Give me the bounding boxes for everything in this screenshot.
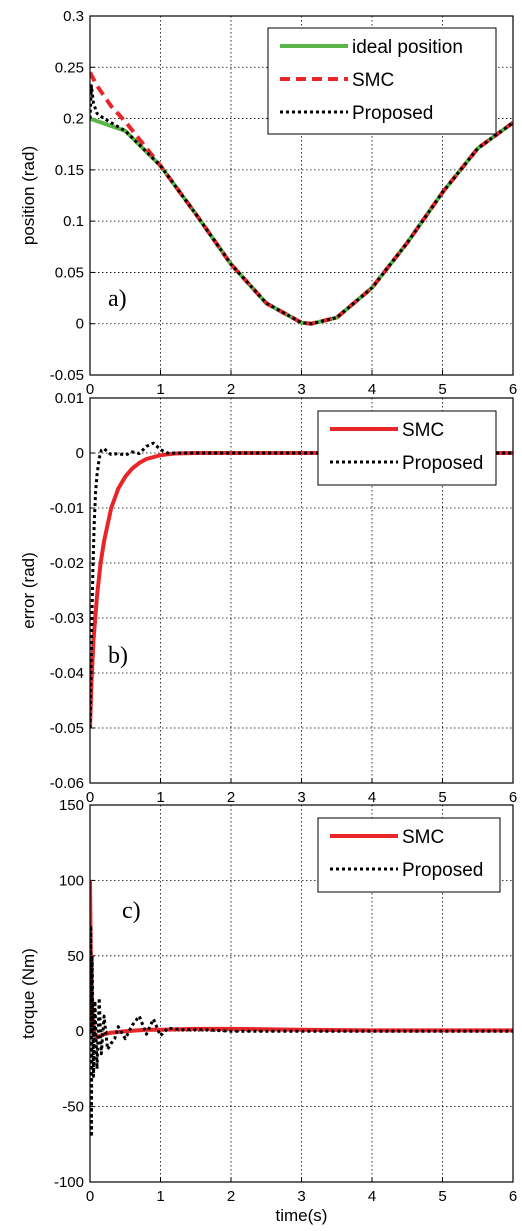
y-tick-label: 0.25 [55,59,84,76]
chart-panel-3: 0 1 2 3 4 5 6 -100 -50 0 50 100 150 torque (Nm) time(s… [19,797,517,1225]
x-tick-label: 2 [227,789,235,806]
y-tick-label: -0.05 [50,367,84,384]
chart-panel-2: 0 1 2 3 4 5 6 -0.06 -0.05 -0.04 -0.03 -0.02 -0.01 0 0.… [19,390,517,806]
x-tick-label: 4 [368,381,376,398]
legend-label: SMC [402,420,444,441]
y-tick-label: 0.05 [55,264,84,281]
x-tick-label: 4 [368,789,376,806]
panel-label: b) [108,643,128,669]
legend-label: Proposed [402,453,483,474]
x-tick-label: 5 [438,1188,446,1205]
chart-panel-1: 0 1 2 3 4 5 6-0.0500.050.10.150.20.250.3positi… [19,8,517,398]
y-tick-label: -0.02 [50,555,84,572]
legend: SMC Proposed [318,411,496,485]
y-tick-label: -0.06 [50,775,84,792]
y-tick-label: 0.3 [63,8,84,25]
x-tick-label: 0 [86,381,94,398]
x-tick-label: 3 [297,789,305,806]
x-tick-label: 1 [156,1188,164,1205]
y-axis-label: torque (Nm) [19,948,38,1039]
y-tick-label: 0.15 [55,162,84,179]
y-tick-label: 150 [59,797,84,814]
y-tick-label: 0 [76,445,84,462]
x-tick-label: 4 [368,1188,376,1205]
y-tick-label: 100 [59,872,84,889]
legend: SMC Proposed [318,818,500,892]
y-tick-label: -0.04 [50,665,84,682]
y-tick-label: 0.2 [63,111,84,128]
y-tick-label: 0.01 [55,390,84,407]
x-tick-label: 3 [297,381,305,398]
x-axis-label: time(s) [276,1206,328,1225]
panel-label: a) [108,286,127,312]
x-tick-label: 2 [227,381,235,398]
y-tick-label: -100 [54,1174,84,1191]
y-tick-label: 0 [76,1023,84,1040]
x-tick-label: 5 [438,381,446,398]
x-tick-label: 3 [297,1188,305,1205]
x-tick-label: 0 [86,1188,94,1205]
legend-label: SMC [352,70,394,91]
x-tick-label: 6 [509,1188,517,1205]
legend-label: Proposed [352,103,433,124]
x-tick-label: 5 [438,789,446,806]
x-tick-label: 1 [156,381,164,398]
y-tick-label: 0 [76,316,84,333]
y-tick-label: 50 [67,948,84,965]
legend-label: ideal position [352,37,463,58]
legend: ideal position SMC Proposed [268,28,496,134]
y-tick-label: -0.05 [50,720,84,737]
legend-label: Proposed [402,860,483,881]
y-tick-label: -50 [62,1099,84,1116]
y-axis-label: error (rad) [19,552,38,629]
y-tick-label: -0.03 [50,610,84,627]
y-tick-label: 0.1 [63,213,84,230]
x-tick-label: 1 [156,789,164,806]
x-tick-label: 0 [86,789,94,806]
legend-label: SMC [402,827,444,848]
x-tick-label: 6 [509,381,517,398]
x-tick-label: 6 [509,789,517,806]
panel-label: c) [122,898,141,924]
y-tick-label: -0.01 [50,500,84,517]
x-tick-label: 2 [227,1188,235,1205]
y-axis-label: position (rad) [19,146,38,245]
